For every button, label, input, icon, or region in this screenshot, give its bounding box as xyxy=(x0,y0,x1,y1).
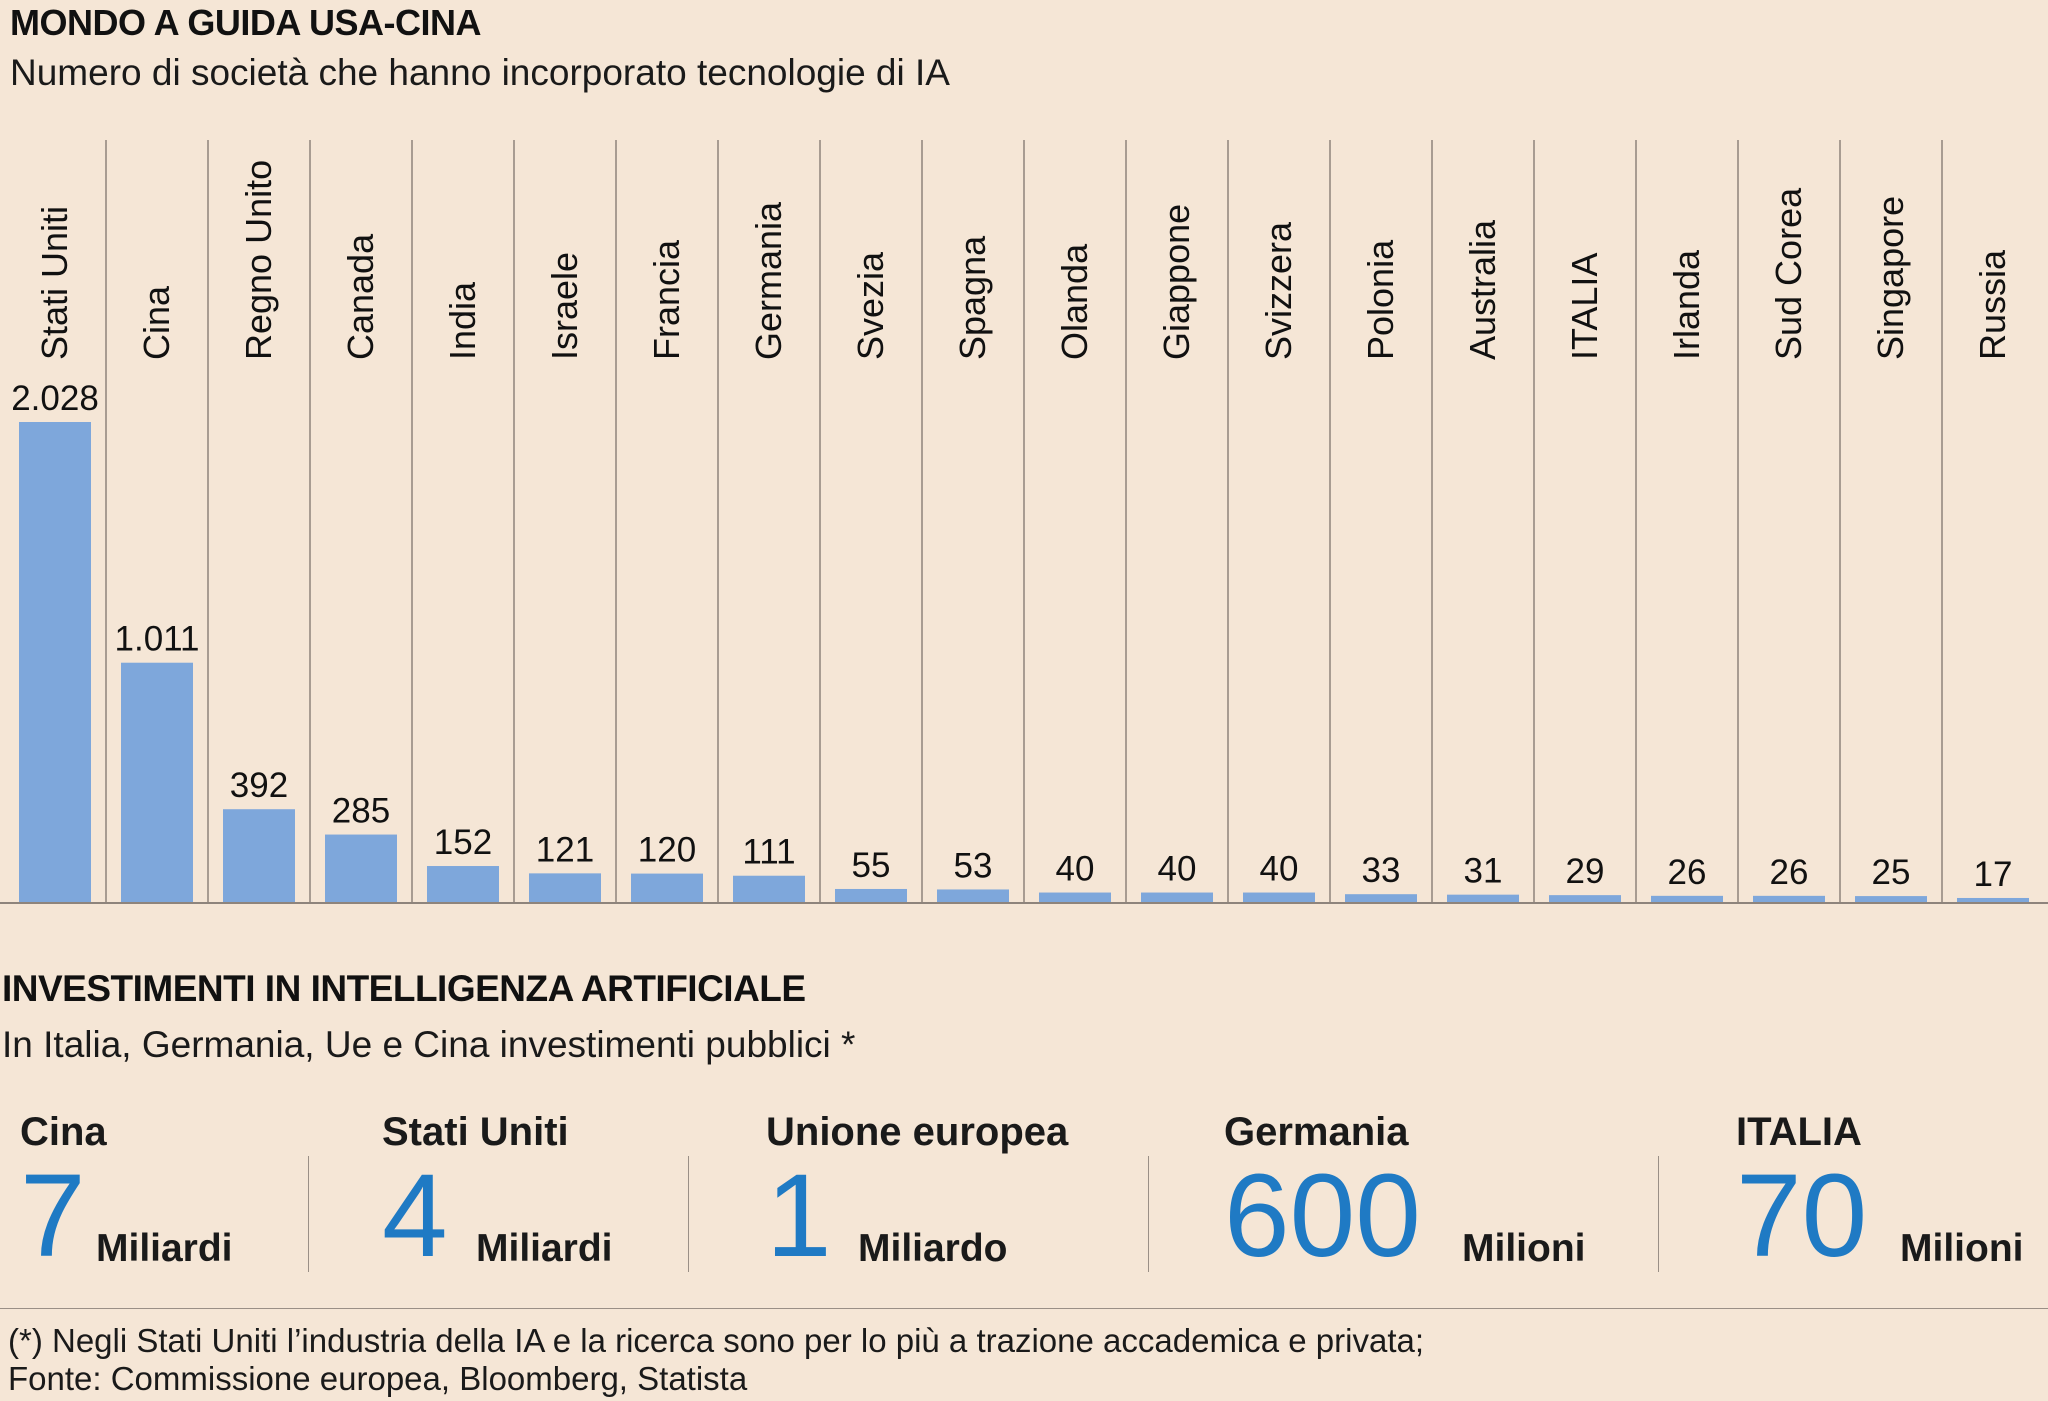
data-label: 26 xyxy=(1770,853,1809,892)
data-label: 53 xyxy=(954,846,993,885)
bar xyxy=(733,875,805,902)
category-label: Olanda xyxy=(1054,243,1095,360)
investment-item: Cina 7 Miliardi xyxy=(20,1110,233,1282)
bar xyxy=(1957,897,2029,902)
investments-title: INVESTIMENTI IN INTELLIGENZA ARTIFICIALE xyxy=(2,968,806,1009)
data-label: 17 xyxy=(1974,855,2013,894)
bar xyxy=(19,422,91,902)
category-label: Svezia xyxy=(850,251,891,360)
investment-country: Cina xyxy=(20,1110,107,1154)
investment-unit: Miliardo xyxy=(858,1227,1008,1270)
bar xyxy=(1141,892,1213,902)
bar xyxy=(1753,895,1825,902)
bar xyxy=(631,873,703,902)
investment-unit: Miliardi xyxy=(476,1227,613,1270)
investment-value: 70 xyxy=(1736,1150,1868,1282)
investment-unit: Milioni xyxy=(1462,1227,1586,1270)
category-label: Israele xyxy=(544,252,585,360)
bar xyxy=(1549,895,1621,902)
bar xyxy=(1243,892,1315,902)
investment-divider xyxy=(1148,1156,1149,1272)
data-label: 26 xyxy=(1668,853,1707,892)
bar xyxy=(937,889,1009,902)
bar xyxy=(1039,892,1111,902)
data-label: 29 xyxy=(1566,852,1605,891)
bar xyxy=(121,662,193,902)
category-label: Canada xyxy=(340,233,381,360)
category-label: Francia xyxy=(646,239,687,360)
category-label: Giappone xyxy=(1156,204,1197,360)
data-label: 40 xyxy=(1056,850,1095,889)
data-label: 121 xyxy=(536,830,594,869)
data-label: 25 xyxy=(1872,853,1911,892)
data-label: 31 xyxy=(1464,852,1503,891)
category-label: Germania xyxy=(748,201,789,360)
investment-divider xyxy=(308,1156,309,1272)
investment-item: Stati Uniti 4 Miliardi xyxy=(382,1110,613,1282)
category-label: Sud Corea xyxy=(1768,187,1809,360)
data-label: 1.011 xyxy=(115,620,200,659)
bar-chart: 2.028 Stati Uniti 1.011 Cina 392 Regno Unito 2… xyxy=(0,140,2048,904)
category-label: Stati Uniti xyxy=(34,206,75,360)
bar xyxy=(325,834,397,902)
investment-item: ITALIA 70 Milioni xyxy=(1736,1110,2023,1275)
bar xyxy=(1855,896,1927,902)
category-label: Russia xyxy=(1972,249,2013,360)
bar xyxy=(223,809,295,902)
data-label: 285 xyxy=(332,792,390,831)
investment-value: 4 xyxy=(382,1150,448,1282)
category-label: Australia xyxy=(1462,219,1503,360)
bar xyxy=(1651,895,1723,902)
investment-country: ITALIA xyxy=(1736,1110,1862,1154)
investment-value: 1 xyxy=(766,1150,832,1282)
category-label: Cina xyxy=(136,285,177,360)
chart-subtitle: Numero di società che hanno incorporato … xyxy=(10,52,950,93)
category-label: Spagna xyxy=(952,235,993,360)
investment-country: Stati Uniti xyxy=(382,1110,569,1154)
chart-title: MONDO A GUIDA USA-CINA xyxy=(10,2,481,43)
investment-unit: Milioni xyxy=(1900,1227,2024,1270)
bar xyxy=(835,888,907,902)
investment-value: 600 xyxy=(1224,1150,1421,1282)
investment-value: 7 xyxy=(20,1150,86,1282)
investments-row: Cina 7 Miliardi Stati Uniti 4 Miliardi U… xyxy=(0,1110,2048,1280)
category-label: Singapore xyxy=(1870,196,1911,360)
bar xyxy=(529,873,601,902)
bar xyxy=(1447,894,1519,902)
category-label: Polonia xyxy=(1360,239,1401,360)
investment-unit: Miliardi xyxy=(96,1227,233,1270)
data-label: 40 xyxy=(1158,850,1197,889)
investment-item: Germania 600 Milioni xyxy=(1224,1110,1585,1275)
category-label: India xyxy=(442,281,483,360)
data-label: 2.028 xyxy=(11,379,99,418)
investment-country: Germania xyxy=(1224,1110,1409,1154)
category-label: ITALIA xyxy=(1564,253,1605,360)
footer-divider xyxy=(0,1308,2048,1309)
investment-divider xyxy=(1658,1156,1659,1272)
data-label: 40 xyxy=(1260,850,1299,889)
category-label: Regno Unito xyxy=(238,160,279,360)
source-note: Fonte: Commissione europea, Bloomberg, S… xyxy=(8,1360,748,1397)
category-label: Irlanda xyxy=(1666,249,1707,360)
category-label: Svizzera xyxy=(1258,221,1299,360)
footnote: (*) Negli Stati Uniti l’industria della … xyxy=(8,1322,1425,1359)
data-label: 152 xyxy=(434,823,492,862)
data-label: 33 xyxy=(1362,851,1401,890)
data-label: 392 xyxy=(230,766,288,805)
bar xyxy=(427,866,499,902)
investment-item: Unione europea 1 Miliardo xyxy=(766,1110,1068,1275)
data-label: 55 xyxy=(852,846,891,885)
data-label: 120 xyxy=(638,831,696,870)
investment-country: Unione europea xyxy=(766,1110,1069,1154)
data-label: 111 xyxy=(742,833,795,872)
investment-divider xyxy=(688,1156,689,1272)
investments-subtitle: In Italia, Germania, Ue e Cina investime… xyxy=(2,1024,856,1065)
bar xyxy=(1345,894,1417,902)
